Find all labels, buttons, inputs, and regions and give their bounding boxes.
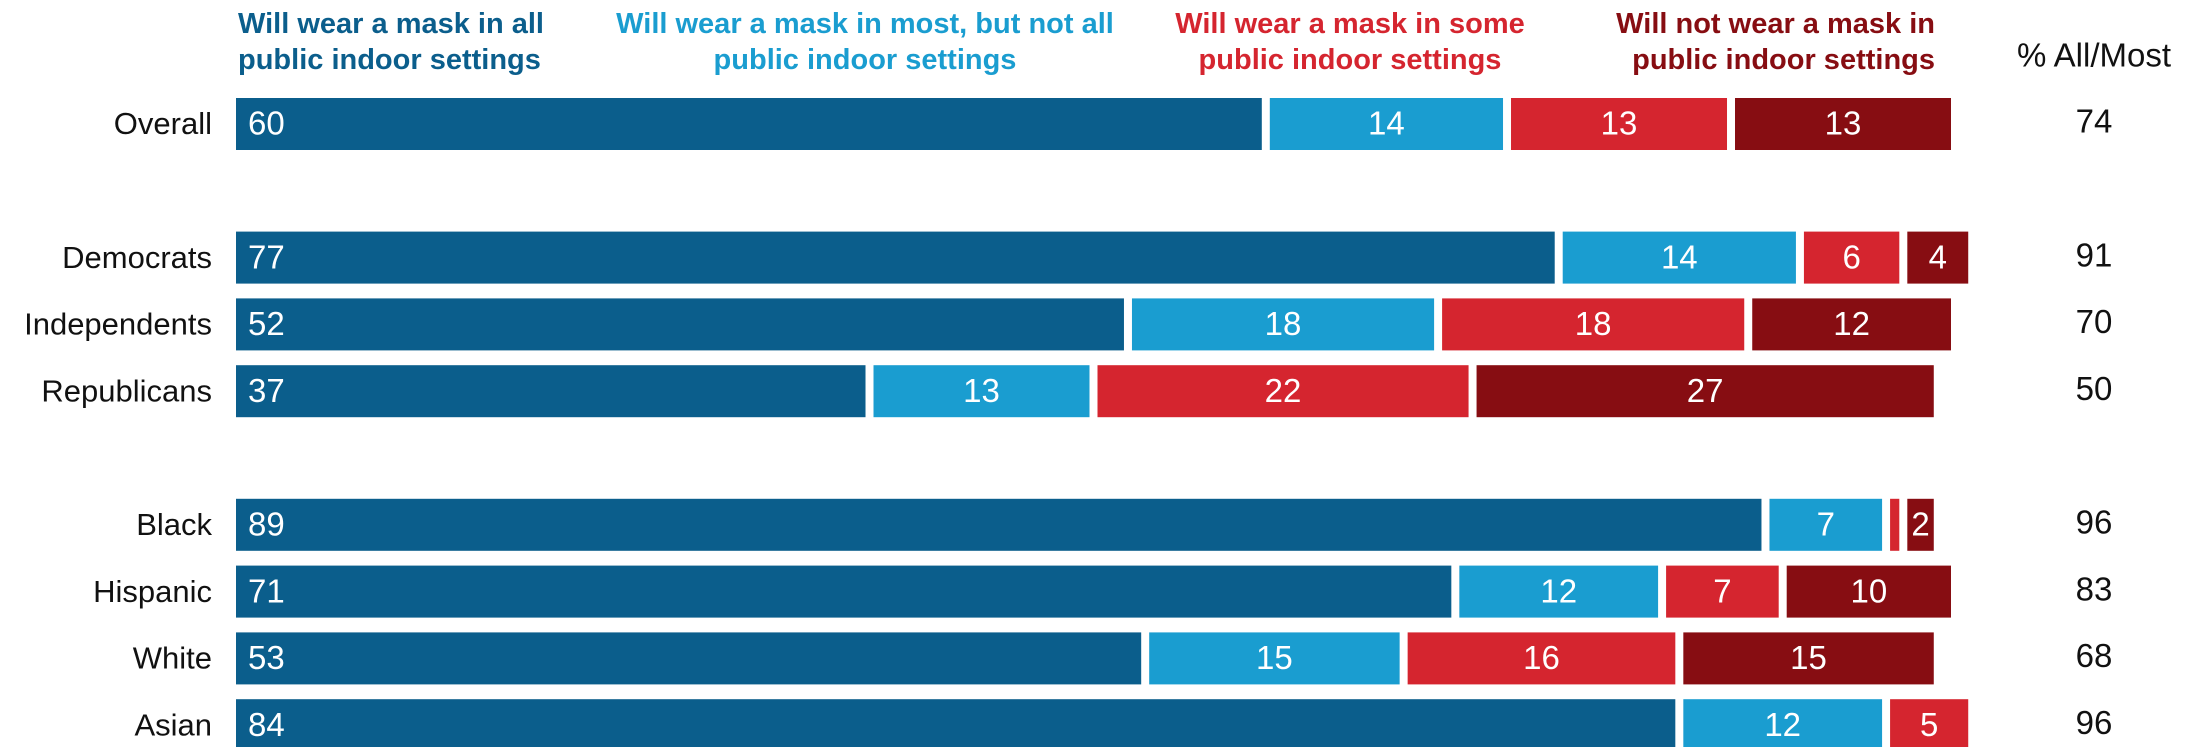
total-label: 70 xyxy=(2076,303,2113,340)
bar-segment xyxy=(236,565,1452,618)
category-label: Republicans xyxy=(41,373,212,408)
bar-segment xyxy=(1459,565,1659,618)
total-label: 68 xyxy=(2076,637,2113,674)
bar-segment xyxy=(236,231,1555,284)
bar-segment xyxy=(1890,699,1969,747)
category-label: Democrats xyxy=(62,240,212,275)
value-label: 12 xyxy=(1540,572,1577,609)
value-label: 5 xyxy=(1920,706,1938,743)
bar-segment xyxy=(1907,498,1934,551)
bar-segment xyxy=(236,498,1762,551)
category-label: White xyxy=(133,641,212,676)
legend-entry: Will not wear a mask in public indoor se… xyxy=(1616,8,1935,76)
bar-segment xyxy=(1735,98,1951,150)
value-label: 7 xyxy=(1817,506,1835,543)
bar-segment xyxy=(1562,231,1796,284)
category-label: Hispanic xyxy=(93,574,212,609)
value-label: 60 xyxy=(248,105,285,142)
bar-segment xyxy=(1786,565,1951,618)
category-label: Asian xyxy=(134,707,212,742)
bar-segment xyxy=(1149,632,1400,685)
category-label: Black xyxy=(136,507,212,542)
value-label: 4 xyxy=(1929,238,1947,275)
total-label: 74 xyxy=(2076,103,2113,140)
value-label: 13 xyxy=(1601,105,1638,142)
bar-segment xyxy=(1407,632,1676,685)
value-label: 53 xyxy=(248,639,285,676)
legend-entry: Will wear a mask in most, but not all pu… xyxy=(616,8,1114,76)
value-label: 12 xyxy=(1764,706,1801,743)
value-label: 10 xyxy=(1850,572,1887,609)
total-label: 96 xyxy=(2076,504,2113,541)
value-label: 14 xyxy=(1368,105,1405,142)
bar-segment xyxy=(873,365,1090,418)
bar-segment xyxy=(236,365,866,418)
bar-segment xyxy=(1769,498,1883,551)
bar-segment xyxy=(236,98,1262,150)
totals-title: % All/Most xyxy=(2017,37,2171,74)
bar-segment xyxy=(1131,298,1435,351)
value-label: 89 xyxy=(248,506,285,543)
value-label: 13 xyxy=(1825,105,1862,142)
value-label: 13 xyxy=(963,372,1000,409)
bar-segment xyxy=(1442,298,1745,351)
bar-segment xyxy=(236,298,1124,351)
value-label: 6 xyxy=(1842,238,1860,275)
bar-segment xyxy=(1907,231,1969,284)
total-label: 91 xyxy=(2076,236,2113,273)
bar-segment xyxy=(1683,632,1934,685)
bar-segment xyxy=(1752,298,1951,351)
value-label: 12 xyxy=(1833,305,1870,342)
total-label: 83 xyxy=(2076,570,2113,607)
total-label: 96 xyxy=(2076,704,2113,741)
bar-segment xyxy=(236,632,1142,685)
value-label: 37 xyxy=(248,372,285,409)
bar-segment xyxy=(1803,231,1900,284)
category-label: Overall xyxy=(114,106,212,141)
bar-segment xyxy=(1269,98,1504,150)
value-label: 18 xyxy=(1265,305,1302,342)
legend-entry: Will wear a mask in some public indoor s… xyxy=(1175,8,1525,76)
value-label: 15 xyxy=(1256,639,1293,676)
bar-segment xyxy=(236,699,1676,747)
value-label: 2 xyxy=(1911,506,1929,543)
total-label: 50 xyxy=(2076,370,2113,407)
bar-segment xyxy=(1511,98,1728,150)
category-label: Independents xyxy=(24,307,212,342)
bar-segment xyxy=(1476,365,1934,418)
value-label: 77 xyxy=(248,238,285,275)
value-label: 16 xyxy=(1523,639,1560,676)
value-label: 7 xyxy=(1713,572,1731,609)
bar-segment xyxy=(1890,498,1900,551)
value-label: 52 xyxy=(248,305,285,342)
value-label: 18 xyxy=(1575,305,1612,342)
bar-segment xyxy=(1097,365,1469,418)
value-label: 14 xyxy=(1661,238,1698,275)
value-label: 27 xyxy=(1687,372,1724,409)
bar-segment xyxy=(1666,565,1779,618)
legend-entry: Will wear a mask in all public indoor se… xyxy=(238,8,544,76)
value-label: 84 xyxy=(248,706,285,743)
value-label: 15 xyxy=(1790,639,1827,676)
value-label: 71 xyxy=(248,572,285,609)
value-label: 22 xyxy=(1265,372,1302,409)
bar-segment xyxy=(1683,699,1883,747)
